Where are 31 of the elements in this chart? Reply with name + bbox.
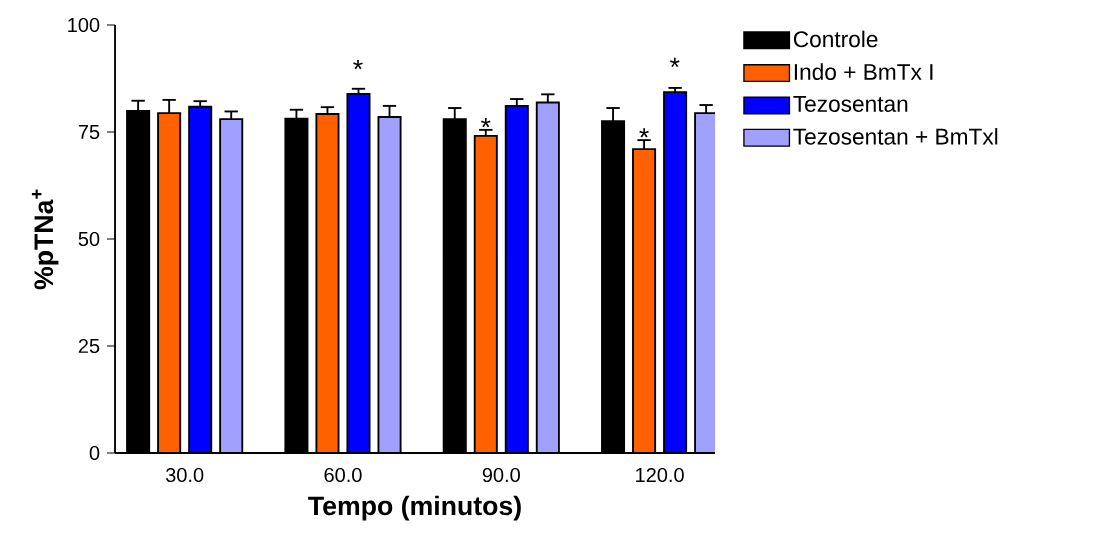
legend-label: Controle [793,30,878,48]
bar [505,105,528,453]
bar [536,102,559,453]
bar [663,91,688,453]
y-tick-label: 0 [89,445,100,461]
y-tick-label: 75 [78,125,100,139]
legend-label: Indo + BmTx I [794,63,933,81]
bar [316,114,339,453]
legend-label: Tezosentan [793,96,908,112]
y-tick-label: 25 [78,338,100,354]
y-tick-label: 50 [78,231,100,247]
bar [694,112,715,453]
bar [378,117,401,453]
x-tick-label: 90.0 [482,467,520,483]
bar [220,119,243,453]
bar [632,148,657,453]
annotation: * [481,117,491,128]
annotation: * [670,57,680,68]
x-tick-label: 120.0 [636,467,684,483]
x-axis-title: Tempo (minutos) [308,495,521,521]
bar [474,135,497,453]
legend-label: Tezosentan + BmTxl [793,128,998,145]
x-tick-label: 60.0 [324,467,362,483]
bar [158,113,181,453]
y-axis-title: %pTNa$^{+}$ [31,189,59,290]
x-tick-label: 30.0 [165,467,204,483]
annotation: * [353,59,363,70]
bar [189,106,212,453]
y-tick-label: 100 [68,17,100,33]
annotation: * [639,128,649,138]
bar [347,93,370,453]
